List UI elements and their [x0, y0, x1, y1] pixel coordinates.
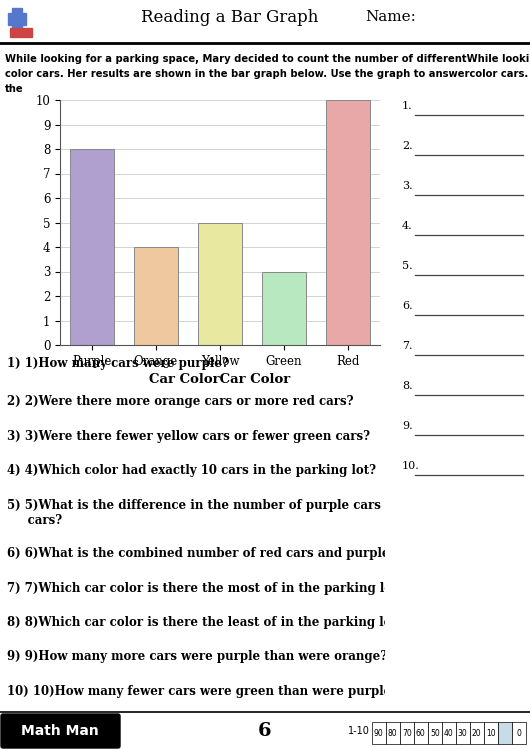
- Text: 1.: 1.: [402, 101, 413, 111]
- Bar: [484, 722, 498, 744]
- Text: 50: 50: [430, 729, 439, 738]
- Bar: [428, 722, 441, 744]
- Bar: [10, 28, 32, 37]
- Text: While looking for a parking space, Mary decided to count the number of different: While looking for a parking space, Mary …: [5, 54, 530, 64]
- FancyBboxPatch shape: [1, 714, 120, 748]
- Text: 70: 70: [402, 729, 412, 738]
- Bar: [372, 722, 385, 744]
- Text: 1) 1)How many cars were purple?: 1) 1)How many cars were purple?: [7, 357, 229, 370]
- Bar: [198, 222, 242, 345]
- Bar: [8, 13, 26, 25]
- Text: 60: 60: [416, 729, 426, 738]
- Text: color cars. Her results are shown in the bar graph below. Use the graph to answe: color cars. Her results are shown in the…: [5, 69, 530, 79]
- Bar: [134, 247, 179, 345]
- Bar: [400, 722, 413, 744]
- Text: 2.: 2.: [402, 141, 413, 151]
- Text: 1-10: 1-10: [348, 726, 370, 736]
- Text: 5.: 5.: [402, 261, 413, 271]
- Bar: [12, 8, 22, 30]
- Text: 2) 2)Were there more orange cars or more red cars?: 2) 2)Were there more orange cars or more…: [7, 395, 354, 408]
- Text: 10: 10: [486, 729, 496, 738]
- Text: 3.: 3.: [402, 181, 413, 191]
- Text: 8.: 8.: [402, 381, 413, 391]
- Text: Name:: Name:: [365, 10, 416, 24]
- Bar: [442, 722, 455, 744]
- Text: 5) 5)What is the difference in the number of purple cars and the number of orang: 5) 5)What is the difference in the numbe…: [7, 499, 530, 527]
- Text: 6.: 6.: [402, 301, 413, 311]
- Text: Number of Cars: Number of Cars: [0, 178, 1, 268]
- Text: 80: 80: [388, 729, 398, 738]
- Text: the: the: [5, 84, 24, 94]
- Text: 6) 6)What is the combined number of red cars and purple cars in the parking lot?: 6) 6)What is the combined number of red …: [7, 547, 530, 560]
- X-axis label: Car ColorCar Color: Car ColorCar Color: [149, 373, 290, 386]
- Text: Math Man: Math Man: [21, 724, 99, 738]
- Text: 3) 3)Were there fewer yellow cars or fewer green cars?: 3) 3)Were there fewer yellow cars or few…: [7, 430, 370, 443]
- Text: 4) 4)Which color had exactly 10 cars in the parking lot?: 4) 4)Which color had exactly 10 cars in …: [7, 464, 376, 477]
- Text: 10.: 10.: [402, 461, 420, 471]
- Text: 4.: 4.: [402, 221, 413, 231]
- Text: 10) 10)How many fewer cars were green than were purple?: 10) 10)How many fewer cars were green th…: [7, 685, 398, 698]
- Text: 0: 0: [516, 729, 521, 738]
- Bar: [69, 149, 114, 345]
- Text: 6: 6: [258, 722, 272, 740]
- Bar: [414, 722, 428, 744]
- Bar: [498, 722, 511, 744]
- Text: 9.: 9.: [402, 421, 413, 431]
- Text: Reading a Bar Graph: Reading a Bar Graph: [142, 8, 319, 25]
- Bar: [456, 722, 470, 744]
- Bar: [512, 722, 526, 744]
- Text: 90: 90: [374, 729, 384, 738]
- Text: 7) 7)Which car color is there the most of in the parking lot?: 7) 7)Which car color is there the most o…: [7, 582, 404, 595]
- Text: 8) 8)Which car color is there the least of in the parking lot?: 8) 8)Which car color is there the least …: [7, 616, 404, 629]
- Text: 40: 40: [444, 729, 454, 738]
- Text: 9) 9)How many more cars were purple than were orange?: 9) 9)How many more cars were purple than…: [7, 650, 387, 663]
- Text: 20: 20: [472, 729, 482, 738]
- Bar: [470, 722, 483, 744]
- Bar: [325, 100, 370, 345]
- Bar: [262, 271, 306, 345]
- Bar: [386, 722, 400, 744]
- Text: 7.: 7.: [402, 341, 412, 351]
- Text: 30: 30: [458, 729, 467, 738]
